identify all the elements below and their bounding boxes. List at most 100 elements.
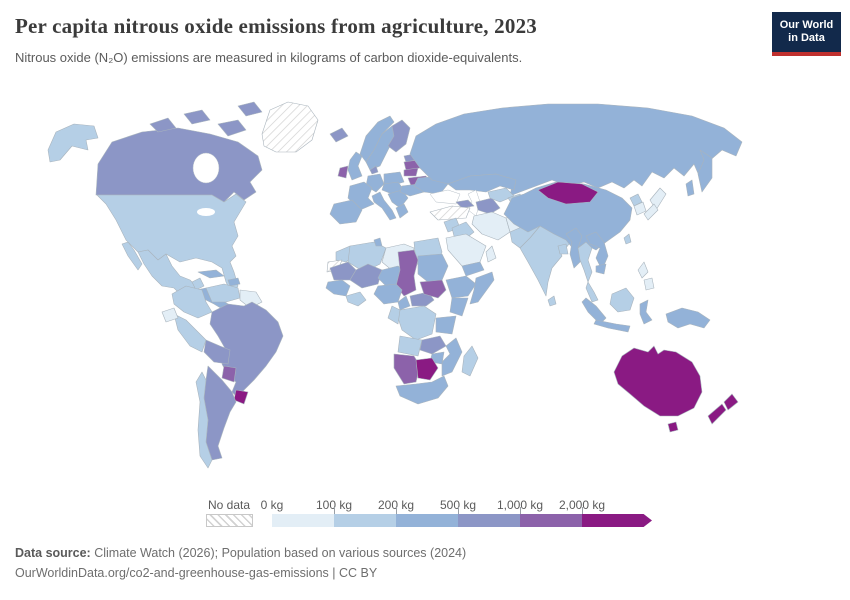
- legend-bin-4[interactable]: [520, 514, 582, 527]
- country-java[interactable]: [593, 319, 631, 333]
- country-south-africa[interactable]: [395, 375, 449, 405]
- country-cuba[interactable]: [197, 269, 225, 279]
- country-tasmania[interactable]: [667, 421, 679, 433]
- country-ethiopia[interactable]: [445, 275, 477, 299]
- country-guinea-coast[interactable]: [345, 291, 367, 307]
- country-thailand[interactable]: [577, 241, 593, 283]
- country-china[interactable]: [503, 181, 633, 251]
- country-mexico-baja[interactable]: [121, 241, 143, 271]
- country-lithuania[interactable]: [403, 167, 419, 177]
- country-turkmenistan[interactable]: [475, 197, 501, 215]
- country-iran[interactable]: [471, 211, 511, 241]
- map-footer: Data source: Climate Watch (2026); Popul…: [15, 546, 815, 580]
- country-tanzania[interactable]: [435, 315, 457, 335]
- country-ecuador[interactable]: [161, 307, 179, 323]
- country-balkans[interactable]: [387, 189, 409, 209]
- country-greece[interactable]: [395, 203, 409, 219]
- country-canada-arctic-4[interactable]: [237, 101, 263, 117]
- country-yemen[interactable]: [461, 261, 485, 277]
- country-iceland[interactable]: [329, 127, 349, 143]
- country-paraguay[interactable]: [221, 365, 237, 383]
- country-taiwan[interactable]: [623, 233, 632, 245]
- country-congo-gabon[interactable]: [387, 305, 401, 325]
- country-finland[interactable]: [387, 119, 411, 153]
- country-cameroon[interactable]: [397, 295, 411, 311]
- country-south-korea[interactable]: [633, 201, 647, 216]
- country-nigeria[interactable]: [373, 283, 403, 305]
- country-new-guinea[interactable]: [665, 307, 711, 329]
- country-hispaniola[interactable]: [227, 277, 241, 287]
- country-canada[interactable]: [95, 127, 263, 203]
- country-cambodia[interactable]: [595, 263, 607, 275]
- country-mali[interactable]: [349, 263, 383, 289]
- country-philippines-mindanao[interactable]: [643, 277, 655, 291]
- country-tunisia[interactable]: [373, 237, 383, 247]
- country-russia-sakhalin[interactable]: [685, 179, 695, 197]
- country-new-zealand-north[interactable]: [723, 393, 739, 411]
- country-mexico-yucatan[interactable]: [191, 277, 205, 291]
- legend-bin-5[interactable]: [582, 514, 652, 527]
- country-mongolia[interactable]: [537, 181, 599, 205]
- country-bolivia[interactable]: [203, 339, 231, 365]
- legend-tick-label-1: 100 kg: [315, 498, 353, 512]
- country-namibia[interactable]: [393, 353, 421, 385]
- country-philippines-luzon[interactable]: [637, 261, 649, 279]
- country-new-zealand-south[interactable]: [707, 403, 727, 425]
- country-mozambique[interactable]: [441, 337, 463, 377]
- country-italy[interactable]: [371, 191, 397, 221]
- country-canada-arctic-1[interactable]: [149, 117, 177, 133]
- country-chad[interactable]: [395, 249, 419, 297]
- country-oman[interactable]: [485, 245, 497, 263]
- country-alaska[interactable]: [47, 123, 99, 163]
- data-source-text: Climate Watch (2026); Population based o…: [90, 546, 467, 560]
- country-north-korea[interactable]: [629, 193, 643, 207]
- country-malay-peninsula[interactable]: [585, 281, 599, 303]
- country-denmark[interactable]: [369, 165, 379, 175]
- country-russia-kamchatka[interactable]: [697, 149, 713, 193]
- country-ireland[interactable]: [337, 165, 349, 179]
- legend-tick-label-5: 2,000 kg: [558, 498, 606, 512]
- country-bangladesh[interactable]: [557, 243, 569, 255]
- country-saudi-arabia[interactable]: [445, 233, 487, 267]
- country-madagascar[interactable]: [461, 345, 479, 377]
- country-azerbaijan[interactable]: [455, 199, 475, 209]
- country-botswana[interactable]: [415, 357, 439, 381]
- owid-logo: Our World in Data: [772, 12, 841, 56]
- country-borneo[interactable]: [609, 287, 635, 313]
- country-uzbekistan[interactable]: [487, 187, 515, 203]
- legend-bin-0[interactable]: [272, 514, 334, 527]
- country-senegal[interactable]: [325, 279, 351, 297]
- country-uruguay[interactable]: [233, 389, 249, 405]
- country-dr-congo[interactable]: [397, 305, 437, 341]
- country-sulawesi[interactable]: [639, 299, 653, 325]
- legend-no-data-swatch[interactable]: [206, 514, 253, 527]
- country-chile[interactable]: [195, 371, 213, 469]
- country-greenland[interactable]: [261, 101, 319, 153]
- world-choropleth-map[interactable]: [0, 90, 850, 490]
- legend-tick: [396, 507, 397, 514]
- country-united-kingdom[interactable]: [347, 151, 363, 181]
- country-australia[interactable]: [613, 345, 703, 417]
- data-source-label: Data source:: [15, 546, 91, 560]
- country-canada-arctic-3[interactable]: [217, 119, 247, 137]
- country-japan-kyushu[interactable]: [643, 203, 659, 221]
- country-kazakhstan[interactable]: [447, 173, 517, 193]
- legend-bin-1[interactable]: [334, 514, 396, 527]
- country-zambia[interactable]: [419, 335, 447, 355]
- country-somalia[interactable]: [469, 271, 495, 305]
- country-south-sudan[interactable]: [419, 279, 447, 299]
- country-sudan[interactable]: [417, 253, 449, 283]
- country-angola[interactable]: [397, 335, 423, 357]
- country-sumatra[interactable]: [581, 297, 607, 325]
- legend-tick-label-4: 1,000 kg: [496, 498, 544, 512]
- country-canada-arctic-2[interactable]: [183, 109, 211, 125]
- legend-tick: [458, 507, 459, 514]
- country-sri-lanka[interactable]: [547, 295, 557, 307]
- permalink-link[interactable]: OurWorldinData.org/co2-and-greenhouse-ga…: [15, 566, 378, 580]
- country-kenya[interactable]: [449, 297, 469, 317]
- legend-bin-3[interactable]: [458, 514, 520, 527]
- country-iberia[interactable]: [329, 199, 363, 225]
- country-peru[interactable]: [173, 313, 207, 353]
- legend-bin-2[interactable]: [396, 514, 458, 527]
- country-turkey[interactable]: [429, 205, 471, 221]
